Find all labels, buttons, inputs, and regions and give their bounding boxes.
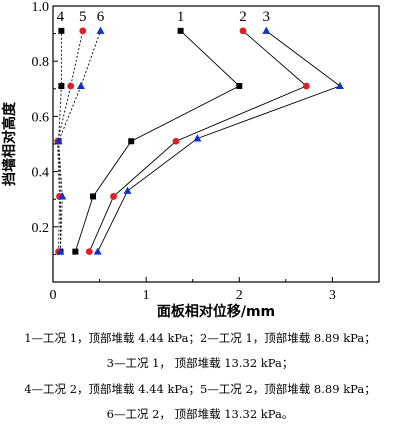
legend-line-4: 6—工况 2， 顶部堆载 13.32 kPa。: [106, 407, 294, 421]
series-6-point: [58, 192, 67, 200]
series-layer: [54, 26, 344, 256]
ticks-layer: 0 1 2 30.20.40.60.81.0: [32, 0, 336, 303]
x-tick-label: 1: [143, 288, 150, 303]
series-1-point: [128, 138, 135, 145]
series-3-point: [93, 247, 102, 255]
x-tick-label: 2: [236, 288, 243, 303]
series-6-label: 6: [97, 9, 105, 25]
series-4-line: [58, 30, 62, 252]
y-tick-label: 0.2: [32, 221, 50, 236]
series-3-point: [123, 186, 132, 194]
y-axis-title: 挡墙相对高度: [1, 101, 18, 186]
series-5-line: [57, 30, 84, 252]
series-1-point: [177, 27, 184, 34]
y-tick-label: 0.4: [32, 166, 50, 181]
series-2-point: [239, 27, 247, 35]
series-3-label: 3: [263, 9, 271, 25]
series-3-point: [262, 26, 271, 34]
series-1-point: [236, 83, 243, 90]
series-6-point: [76, 81, 85, 90]
series-1-point: [90, 193, 97, 200]
plot-frame: [52, 5, 380, 283]
x-axis-title: 面板相对位移/mm: [157, 303, 275, 320]
series-5-point: [79, 27, 87, 35]
legend-line-3: 4—工况 2，顶部堆载 4.44 kPa；5—工况 2，顶部堆载 8.89 kP…: [24, 382, 376, 396]
series-1-line: [74, 30, 241, 252]
legend-line-1: 1—工况 1，顶部堆载 4.44 kPa；2—工况 1，顶部堆载 8.89 kP…: [24, 331, 376, 345]
series-2-point: [110, 193, 117, 200]
series-3-point: [335, 81, 344, 90]
series-6-point: [56, 247, 65, 255]
y-tick-label: 0.6: [32, 110, 50, 125]
series-5-label: 5: [79, 9, 87, 25]
series-6-point: [96, 26, 105, 34]
series-number-labels: 1 2 3 4 5 6: [57, 9, 270, 25]
y-tick-label: 1.0: [32, 0, 50, 15]
series-4-point: [58, 27, 65, 34]
legend-line-2: 3—工况 1， 顶部堆载 13.32 kPa；: [106, 356, 294, 370]
displacement-chart: 0 1 2 30.20.40.60.81.0 1 2 34 5 6 面板相对位移/mm 挡墙相…: [1, 0, 380, 320]
y-tick-label: 0.8: [32, 55, 50, 70]
series-3-point: [193, 134, 202, 142]
x-tick-label: 3: [329, 288, 336, 303]
series-6-line: [58, 30, 101, 252]
series-2-label: 2: [239, 9, 247, 25]
x-tick-label: 0: [50, 288, 57, 303]
series-2-point: [85, 248, 93, 256]
series-5-point: [67, 82, 75, 90]
series-2-point: [172, 137, 180, 145]
series-6-point: [54, 137, 63, 145]
series-4-point: [58, 83, 65, 90]
series-2-point: [302, 82, 310, 90]
series-1-label: 1: [177, 9, 185, 25]
series-1-point: [72, 248, 79, 255]
series-4-label: 4: [57, 9, 65, 25]
